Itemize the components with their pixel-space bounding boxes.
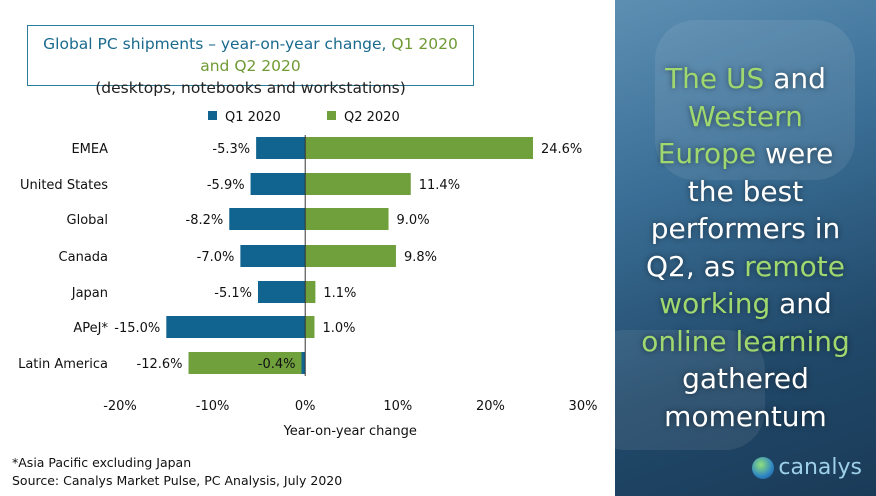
bar-q1 [301, 352, 306, 374]
bar-q2 [305, 137, 533, 159]
message-segment: remote working [659, 249, 846, 321]
chart-title-highlight: Q1 2020 and Q2 2020 [200, 35, 458, 75]
data-label: 9.0% [397, 213, 430, 228]
x-tick-label: 10% [383, 399, 412, 414]
bar-q2 [305, 316, 315, 338]
category-label: Canada [59, 250, 108, 265]
panel-message: The US and Western Europe were the best … [615, 60, 876, 435]
data-label: 9.8% [404, 250, 437, 265]
message-segment: were the best performers in Q2, as [645, 137, 841, 283]
x-tick-label: -20% [103, 399, 137, 414]
data-label: 1.0% [322, 321, 355, 336]
data-label: -8.2% [186, 213, 224, 228]
legend-label: Q1 2020 [225, 110, 281, 125]
message-segment: Europe [657, 137, 757, 170]
category-label: Japan [71, 286, 108, 301]
message-segment: The US [665, 62, 765, 95]
bar-q2 [305, 208, 389, 230]
data-label: -7.0% [197, 250, 235, 265]
category-label: United States [20, 178, 108, 193]
message-segment: gathered momentum [664, 362, 827, 433]
x-tick-label: 30% [569, 399, 598, 414]
data-label: -5.9% [207, 178, 245, 193]
x-tick-label: 20% [476, 399, 505, 414]
data-label: 24.6% [541, 142, 582, 157]
bar-q1 [250, 173, 306, 195]
x-tick-label: 0% [295, 399, 316, 414]
legend-label: Q2 2020 [344, 110, 400, 125]
bar-q2 [188, 352, 306, 374]
x-axis-label: Year-on-year change [283, 424, 417, 439]
bar-chart: Q1 2020 Q2 2020 EMEA -5.3% 24.6% United State… [18, 110, 598, 439]
bar-q2 [305, 173, 411, 195]
bar-q1 [166, 316, 306, 338]
chart-subtitle: (desktops, notebooks and workstations) [95, 79, 406, 97]
category-label: Latin America [18, 357, 108, 372]
data-label: -12.6% [137, 357, 183, 372]
message-segment: online learning [641, 324, 850, 358]
bar-q1 [257, 281, 306, 303]
message-segment: and [764, 62, 826, 95]
bar-q2 [305, 281, 316, 303]
data-label: -15.0% [114, 321, 160, 336]
bar-q2 [305, 245, 396, 267]
category-label: Global [67, 213, 108, 228]
data-label: 1.1% [323, 286, 356, 301]
message-segment: and [770, 287, 832, 320]
category-label: EMEA [71, 142, 108, 157]
x-tick-label: -10% [196, 399, 230, 414]
footnote: *Asia Pacific excluding Japan [12, 455, 192, 470]
chart-title: Global PC shipments – year-on-year chang… [43, 35, 392, 53]
logo-text: canalys [778, 455, 862, 480]
bar-q1 [229, 208, 306, 230]
bar-q1 [256, 137, 306, 159]
category-label: APeJ* [73, 321, 108, 336]
legend-swatch [327, 111, 336, 120]
data-label: 11.4% [419, 178, 460, 193]
legend-swatch [208, 111, 217, 120]
canalys-logo: canalys [752, 455, 862, 480]
message-panel: The US and Western Europe were the best … [615, 0, 876, 496]
source-note: Source: Canalys Market Pulse, PC Analysi… [12, 473, 343, 488]
data-label: -5.1% [214, 286, 252, 301]
data-label: -0.4% [258, 357, 296, 372]
data-label: -5.3% [212, 142, 250, 157]
chart-title-box: Global PC shipments – year-on-year chang… [27, 25, 474, 97]
message-segment: Western [688, 99, 803, 133]
bar-q1 [240, 245, 306, 267]
globe-icon [752, 456, 775, 479]
